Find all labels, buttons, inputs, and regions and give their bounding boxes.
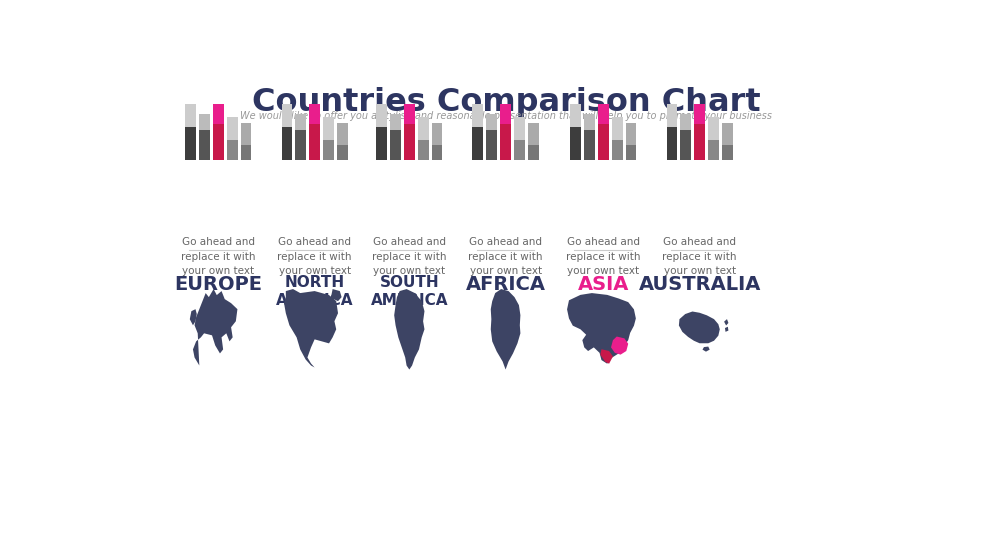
Bar	[213, 105, 223, 124]
Bar	[309, 124, 320, 160]
Bar	[337, 123, 348, 145]
Bar	[295, 130, 306, 160]
Bar	[227, 117, 238, 141]
Polygon shape	[702, 346, 709, 351]
Bar	[625, 145, 636, 160]
Polygon shape	[601, 349, 613, 364]
Bar	[528, 145, 538, 160]
Text: NORTH
AMERICA: NORTH AMERICA	[276, 275, 354, 308]
Bar	[376, 105, 387, 127]
Bar	[570, 105, 581, 127]
Bar	[500, 124, 511, 160]
Polygon shape	[394, 289, 425, 370]
Bar	[241, 123, 252, 145]
Polygon shape	[725, 327, 728, 332]
Bar	[486, 113, 497, 130]
Bar	[282, 105, 292, 127]
Polygon shape	[331, 289, 342, 301]
Bar	[186, 127, 196, 160]
Text: AFRICA: AFRICA	[465, 275, 545, 294]
Bar	[376, 127, 387, 160]
Bar	[227, 141, 238, 160]
Text: AUSTRALIA: AUSTRALIA	[638, 275, 761, 294]
Bar	[200, 130, 209, 160]
Polygon shape	[679, 311, 720, 343]
Text: Go ahead and
replace it with
your own text: Go ahead and replace it with your own te…	[662, 237, 737, 276]
Text: Go ahead and
replace it with
your own text: Go ahead and replace it with your own te…	[181, 237, 256, 276]
Bar	[612, 117, 622, 141]
Bar	[625, 123, 636, 145]
Bar	[472, 105, 483, 127]
Bar	[432, 145, 443, 160]
Bar	[500, 105, 511, 124]
Bar	[570, 127, 581, 160]
Bar	[390, 113, 401, 130]
Text: Countries Comparison Chart: Countries Comparison Chart	[252, 87, 761, 118]
Text: SOUTH
AMERICA: SOUTH AMERICA	[370, 275, 449, 308]
Bar	[323, 117, 334, 141]
Bar	[695, 124, 705, 160]
Bar	[667, 105, 678, 127]
Polygon shape	[491, 289, 521, 370]
Bar	[612, 141, 622, 160]
Bar	[337, 145, 348, 160]
Bar	[681, 113, 692, 130]
Bar	[667, 127, 678, 160]
Bar	[432, 123, 443, 145]
Bar	[404, 124, 415, 160]
Polygon shape	[284, 289, 338, 368]
Bar	[722, 145, 733, 160]
Bar	[695, 105, 705, 124]
Bar	[681, 130, 692, 160]
Bar	[708, 141, 719, 160]
Bar	[598, 124, 609, 160]
Text: Go ahead and
replace it with
your own text: Go ahead and replace it with your own te…	[468, 237, 542, 276]
Bar	[514, 141, 525, 160]
Bar	[418, 141, 429, 160]
Bar	[295, 113, 306, 130]
Bar	[200, 113, 209, 130]
Bar	[390, 130, 401, 160]
Bar	[282, 127, 292, 160]
Bar	[584, 113, 595, 130]
Polygon shape	[611, 336, 628, 355]
Bar	[708, 117, 719, 141]
Text: ASIA: ASIA	[578, 275, 629, 294]
Text: Go ahead and
replace it with
your own text: Go ahead and replace it with your own te…	[566, 237, 640, 276]
Text: Go ahead and
replace it with
your own text: Go ahead and replace it with your own te…	[372, 237, 447, 276]
Bar	[418, 117, 429, 141]
Bar	[309, 105, 320, 124]
Bar	[472, 127, 483, 160]
Bar	[241, 145, 252, 160]
Bar	[722, 123, 733, 145]
Text: We would like to offer you a stylish and reasonable presentation that will help : We would like to offer you a stylish and…	[240, 111, 773, 121]
Bar	[213, 124, 223, 160]
Bar	[598, 105, 609, 124]
Polygon shape	[724, 319, 728, 325]
Polygon shape	[193, 289, 237, 365]
Bar	[186, 105, 196, 127]
Polygon shape	[567, 293, 636, 364]
Bar	[323, 141, 334, 160]
Bar	[486, 130, 497, 160]
Bar	[584, 130, 595, 160]
Bar	[404, 105, 415, 124]
Bar	[514, 117, 525, 141]
Polygon shape	[190, 309, 197, 325]
Bar	[528, 123, 538, 145]
Text: EUROPE: EUROPE	[174, 275, 263, 294]
Text: Go ahead and
replace it with
your own text: Go ahead and replace it with your own te…	[278, 237, 352, 276]
